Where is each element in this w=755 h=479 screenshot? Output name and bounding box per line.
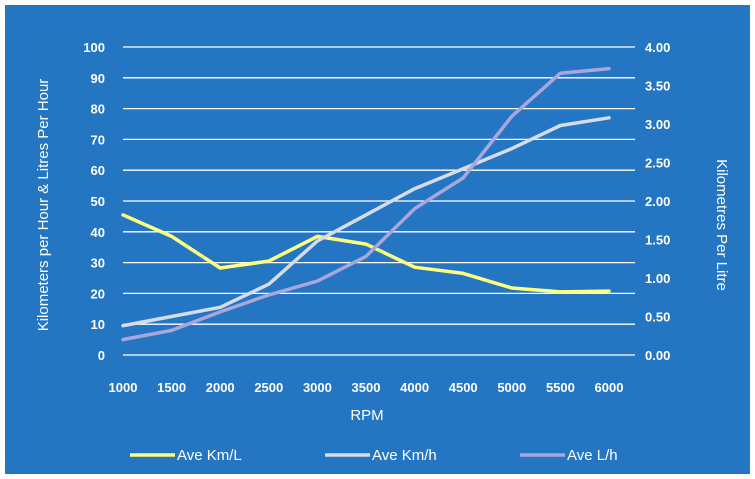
left-tick-label: 90 [91,71,105,86]
series-line-ave-km-l [121,213,611,294]
left-tick-label: 100 [83,40,105,55]
left-axis-ticks: 0 10 20 30 40 50 60 70 80 90 100 [83,40,105,363]
x-tick-label: 3000 [303,380,332,395]
left-tick-label: 60 [91,163,105,178]
y-axis-right-title: Kilometres Per Litre [713,159,730,291]
y-axis-left-title: Kilometers per Hour & Litres Per Hour [35,79,52,332]
left-tick-label: 50 [91,194,105,209]
x-tick-label: 2000 [206,380,235,395]
left-tick-label: 0 [98,348,105,363]
x-axis-title: RPM [350,407,383,424]
x-tick-label: 1000 [109,380,138,395]
x-tick-label: 5000 [497,380,526,395]
x-axis-ticks: 1000 1500 2000 2500 3000 3500 4000 4500 5000 5500… [109,380,624,395]
right-tick-label: 2.00 [645,194,670,209]
x-tick-label: 5500 [546,380,575,395]
right-tick-label: 2.50 [645,156,670,171]
x-tick-label: 4500 [449,380,478,395]
gridlines [123,46,635,356]
right-tick-label: 4.00 [645,40,670,55]
x-tick-label: 4000 [400,380,429,395]
x-tick-label: 2500 [254,380,283,395]
left-tick-label: 70 [91,132,105,147]
series-line-ave-km-h [121,116,611,328]
series-line-ave-l-h [121,66,611,342]
right-tick-label: 1.00 [645,271,670,286]
right-tick-label: 0.00 [645,348,670,363]
left-tick-label: 40 [91,225,105,240]
right-tick-label: 3.50 [645,79,670,94]
legend: Ave Km/L Ave Km/h Ave L/h [130,447,618,464]
left-tick-label: 10 [91,317,105,332]
legend-label-ave-km-l: Ave Km/L [177,447,242,464]
right-tick-label: 3.00 [645,117,670,132]
line-chart: 0 10 20 30 40 50 60 70 80 90 100 0.00 0.50 1.00 1.50 2… [35,40,730,464]
series-lines [121,66,611,342]
left-tick-label: 80 [91,102,105,117]
x-tick-label: 3500 [352,380,381,395]
legend-label-ave-km-h: Ave Km/h [372,447,437,464]
chart-frame: 0 10 20 30 40 50 60 70 80 90 100 0.00 0.50 1.00 1.50 2… [5,5,750,474]
legend-label-ave-l-h: Ave L/h [567,447,618,464]
right-tick-label: 0.50 [645,310,670,325]
left-tick-label: 20 [91,286,105,301]
right-tick-label: 1.50 [645,233,670,248]
right-axis-ticks: 0.00 0.50 1.00 1.50 2.00 2.50 3.00 3.50 4.00 [645,40,670,363]
x-tick-label: 6000 [595,380,624,395]
left-tick-label: 30 [91,256,105,271]
x-tick-label: 1500 [157,380,186,395]
